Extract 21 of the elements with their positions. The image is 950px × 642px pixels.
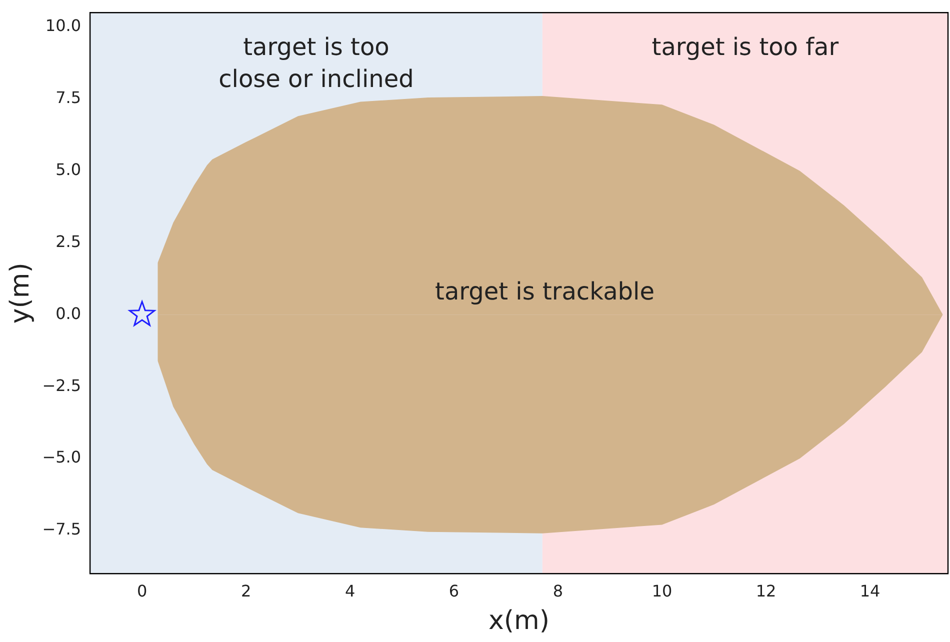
y-tick-label: 5.0	[56, 160, 82, 179]
x-tick-label: 4	[344, 581, 356, 600]
x-tick-label: 6	[448, 581, 460, 600]
x-tick-label: 0	[136, 581, 148, 600]
x-tick-label: 14	[860, 581, 880, 600]
band-label: target is too far	[652, 32, 839, 61]
x-tick-label: 8	[552, 581, 564, 600]
x-tick-label: 2	[240, 581, 252, 600]
annotation: target is trackable	[435, 277, 654, 306]
y-tick-label: 2.5	[56, 232, 82, 251]
band-label: target is too close or inclined	[218, 32, 414, 93]
y-tick-label: −7.5	[42, 520, 82, 539]
x-axis-title: x(m)	[488, 606, 550, 636]
x-tick-label: 10	[652, 581, 672, 600]
y-tick-label: −2.5	[42, 376, 82, 395]
y-tick-label: 10.0	[45, 16, 82, 36]
x-tick-label: 12	[756, 581, 776, 600]
y-tick-label: 7.5	[56, 88, 82, 108]
y-axis-title: y(m)	[5, 262, 36, 324]
y-tick-label: −5.0	[42, 448, 82, 467]
y-tick-label: 0.0	[56, 304, 82, 323]
